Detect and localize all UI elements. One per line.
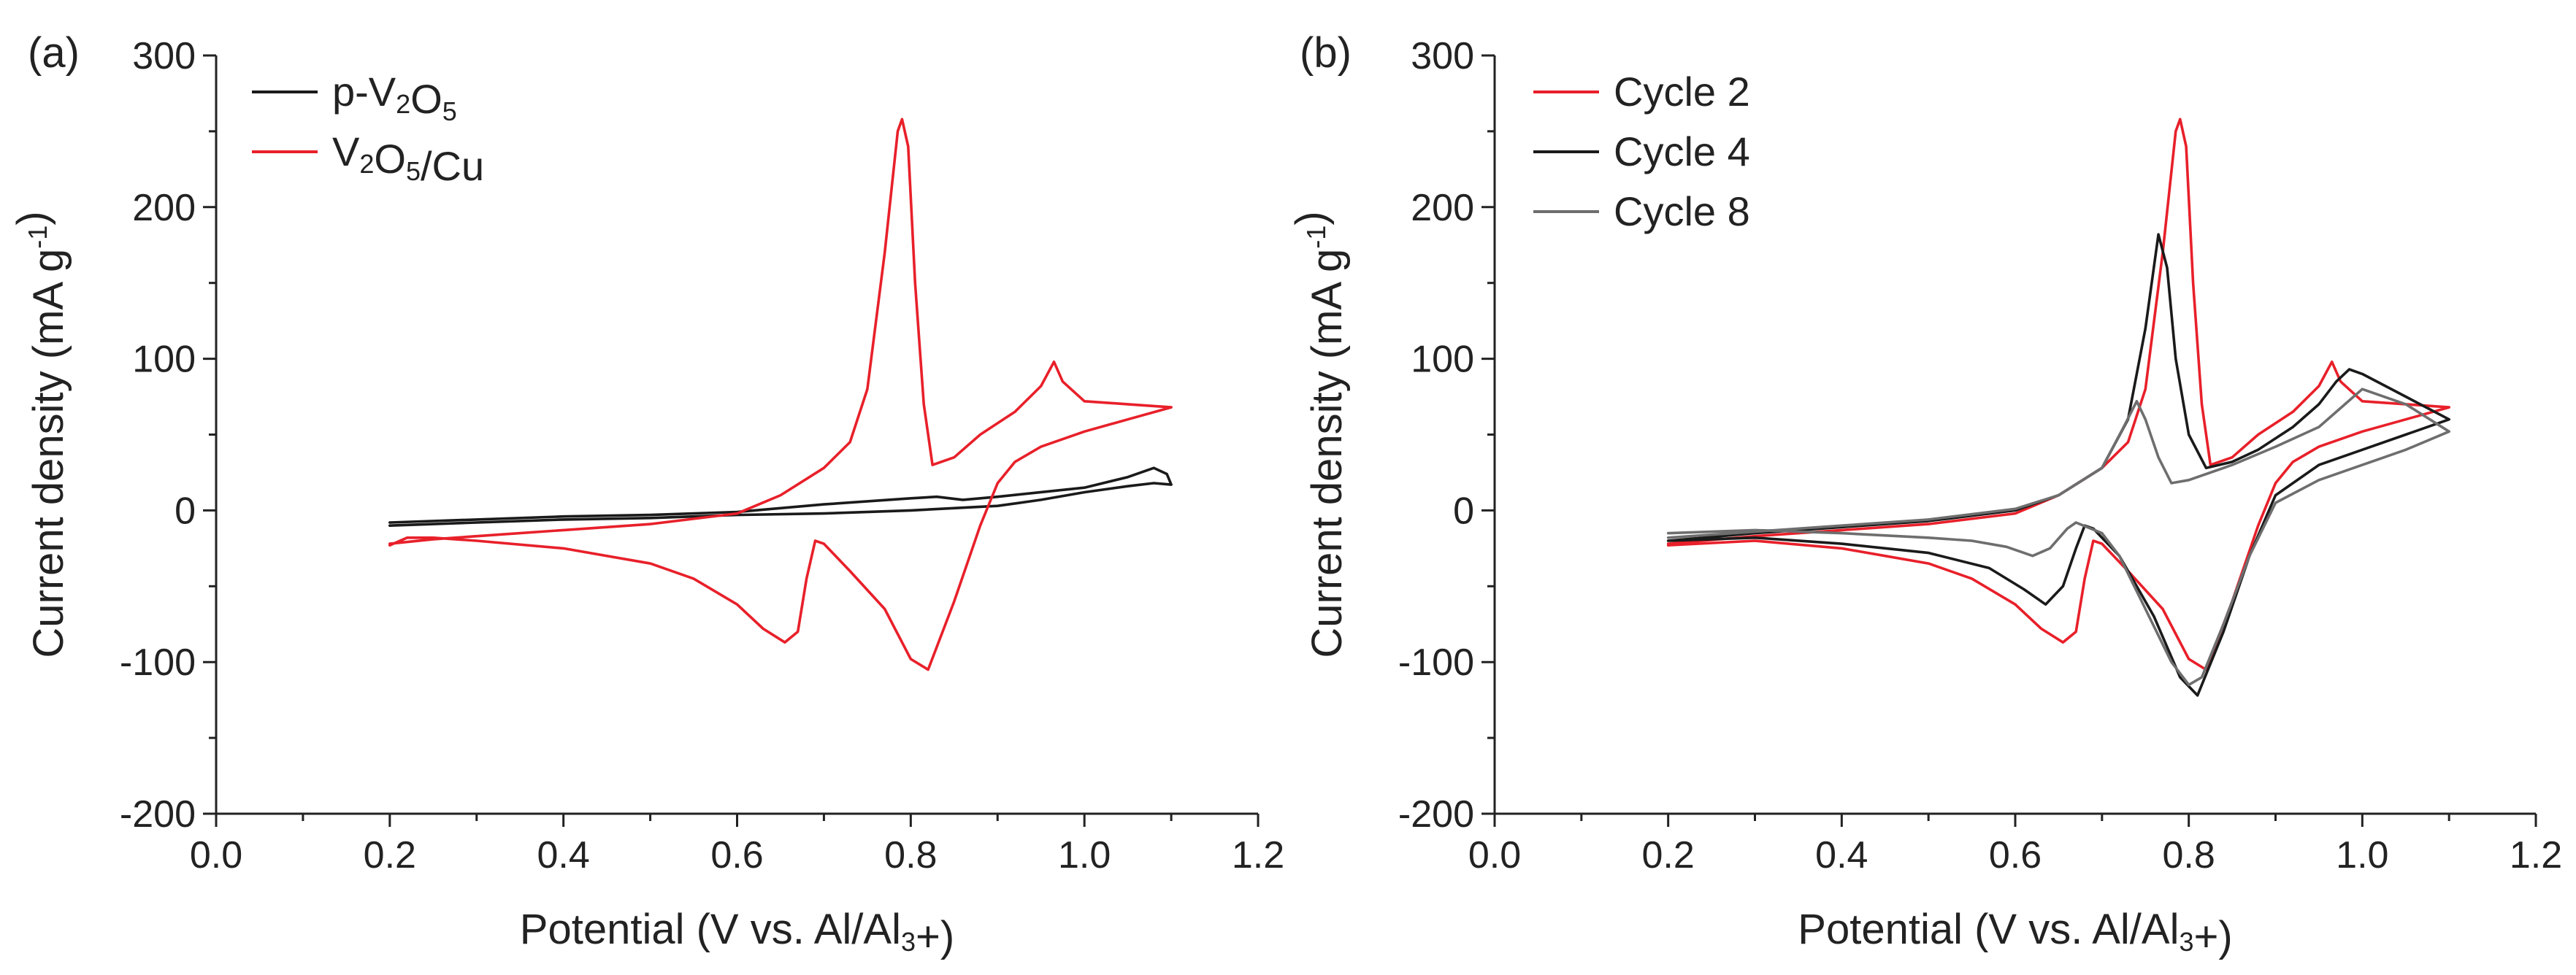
y-tick-label: 0 [1453,490,1474,532]
x-tick-label: 1.2 [1232,834,1284,876]
y-tick-label: 200 [1411,187,1474,229]
y-tick-label: 300 [132,35,196,77]
x-tick-label: 0.2 [364,834,416,876]
series-curve-2 [388,117,1173,671]
series-curve-1 [388,466,1173,527]
panel-a-axes: 0.0 0.2 0.4 0.6 0.8 1.0 1.2 -200 -100 0 100 200 300 [120,35,1284,876]
y-tick-label: -100 [1398,641,1474,684]
panel-b-x-axis-title: Potential (V vs. Al/Al3+) [1798,906,2232,960]
x-tick-label: 0.4 [1815,834,1868,876]
y-tick-label: -100 [120,641,196,684]
panel-a-label: (a) [28,29,80,77]
x-tick-label: 0.2 [1642,834,1695,876]
panel-b-y-axis-title: Current density (mA g-1) [1287,211,1351,658]
legend-label: Cycle 8 [1614,188,1750,234]
legend-label: Cycle 2 [1614,69,1750,115]
y-tick-label: 300 [1411,35,1474,77]
panel-b-chart: (b) 0.0 0.2 0.4 0.6 0.8 1.0 1.2 -200 -100 0 100 200… [1287,29,2562,960]
series-curve-3 [1666,388,2450,687]
series-curve-1 [1666,117,2450,671]
y-tick-label: -200 [120,793,196,836]
panel-b-label: (b) [1300,29,1352,77]
y-tick-label: 100 [1411,339,1474,381]
panel-a-y-axis-title: Current density (mA g-1) [9,211,72,658]
x-tick-label: 0.6 [710,834,763,876]
panel-a-x-axis-title: Potential (V vs. Al/Al3+) [520,906,954,960]
x-tick-label: 0.4 [537,834,590,876]
panel-b-curves [1666,117,2450,697]
x-tick-label: 0.8 [884,834,937,876]
x-tick-label: 0.6 [1989,834,2042,876]
y-tick-label: 0 [175,490,196,532]
series-curve-2 [1666,233,2450,697]
x-tick-label: 1.2 [2510,834,2562,876]
panel-a-chart: (a) 0.0 0.2 0.4 0.6 0.8 1.0 1.2 -200 -100 0 100 200… [9,29,1284,960]
y-tick-label: 200 [132,187,196,229]
y-tick-label: 100 [132,339,196,381]
panel-b-axes: 0.0 0.2 0.4 0.6 0.8 1.0 1.2 -200 -100 0 100 200 300 [1398,35,2562,876]
y-tick-label: -200 [1398,793,1474,836]
x-tick-label: 1.0 [2336,834,2388,876]
x-tick-label: 0.8 [2163,834,2215,876]
x-tick-label: 0.0 [190,834,242,876]
legend-label: p-V2O5 [332,69,457,126]
panel-a-curves [388,117,1173,671]
panel-b-legend: Cycle 2 Cycle 4 Cycle 8 [1533,69,1750,234]
x-tick-label: 0.0 [1468,834,1521,876]
legend-label: Cycle 4 [1614,128,1750,174]
x-tick-label: 1.0 [1058,834,1111,876]
legend-label: V2O5/Cu [332,128,484,189]
